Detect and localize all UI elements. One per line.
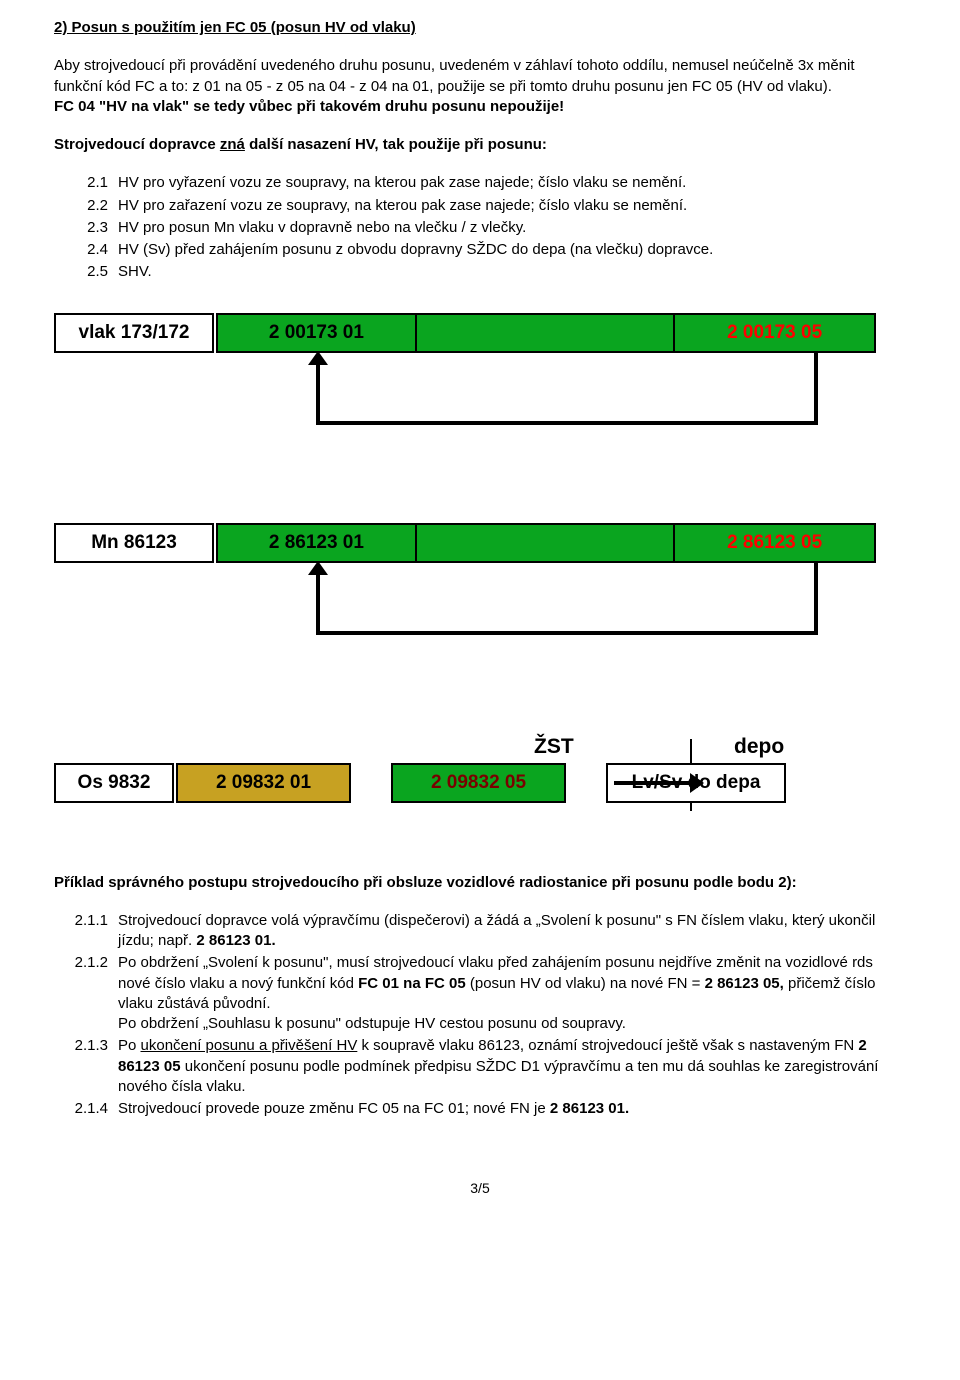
paragraph: Aby strojvedoucí při provádění uvedeného… [54, 56, 906, 117]
list-text: SHV. [118, 262, 906, 282]
arrow-head-icon [308, 351, 328, 365]
diagram-row-3: ŽST depo Os 9832 2 09832 012 09832 05Lv/… [54, 733, 906, 833]
list-number: 2.2 [54, 196, 118, 216]
text: Strojvedoucí provede pouze změnu FC 05 n… [118, 1100, 550, 1117]
track-segment [417, 525, 675, 561]
track-segment: 2 09832 01 [176, 763, 351, 803]
arrow-line [316, 631, 818, 635]
arrow-line [316, 571, 320, 635]
text: FC 01 na FC 05 [358, 975, 466, 992]
text: Aby strojvedoucí při provádění uvedeného… [54, 57, 855, 94]
track-bar: 2 86123 01 2 86123 05 [216, 523, 876, 563]
numbered-list: 2.1HV pro vyřazení vozu ze soupravy, na … [54, 173, 906, 282]
list-number: 2.1 [54, 173, 118, 193]
list-item: 2.2HV pro zařazení vozu ze soupravy, na … [54, 196, 906, 216]
text: Strojvedoucí dopravce [54, 136, 220, 153]
text: Po [118, 1037, 141, 1054]
track-bar: 2 00173 01 2 00173 05 [216, 313, 876, 353]
numbered-list: 2.1.1Strojvedoucí dopravce volá výpravčí… [54, 911, 906, 1120]
label-depo: depo [734, 733, 784, 761]
arrow-line [316, 361, 320, 425]
train-label-box: Mn 86123 [54, 523, 214, 563]
list-item: 2.1.1Strojvedoucí dopravce volá výpravčí… [54, 911, 906, 952]
text: (posun HV od vlaku) na nové FN = [466, 975, 705, 992]
diagram-row-1: vlak 173/172 2 00173 01 2 00173 05 [54, 313, 906, 513]
list-text: HV pro posun Mn vlaku v dopravně nebo na… [118, 218, 906, 238]
list-item: 2.1.2Po obdržení „Svolení k posunu", mus… [54, 953, 906, 1034]
diagrams-container: vlak 173/172 2 00173 01 2 00173 05 Mn 861… [54, 313, 906, 833]
example-heading: Příklad správného postupu strojvedoucího… [54, 873, 906, 893]
label-zst: ŽST [534, 733, 574, 761]
list-text: Strojvedoucí dopravce volá výpravčímu (d… [118, 911, 906, 952]
paragraph: Strojvedoucí dopravce zná další nasazení… [54, 135, 906, 155]
track-bar: 2 09832 012 09832 05Lv/Sv do depa [176, 763, 876, 803]
list-text: HV (Sv) před zahájením posunu z obvodu d… [118, 240, 906, 260]
list-item: 2.1HV pro vyřazení vozu ze soupravy, na … [54, 173, 906, 193]
arrow-line [814, 353, 818, 425]
track-segment: 2 09832 05 [391, 763, 566, 803]
text: k soupravě vlaku 86123, oznámí strojvedo… [357, 1037, 858, 1054]
list-number: 2.1.3 [54, 1036, 118, 1097]
list-text: HV pro zařazení vozu ze soupravy, na kte… [118, 196, 906, 216]
train-label-box: vlak 173/172 [54, 313, 214, 353]
track-segment: 2 86123 01 [218, 525, 417, 561]
list-number: 2.1.4 [54, 1099, 118, 1119]
train-label-box: Os 9832 [54, 763, 174, 803]
diagram-row-2: Mn 86123 2 86123 01 2 86123 05 [54, 523, 906, 723]
list-text: Strojvedoucí provede pouze změnu FC 05 n… [118, 1099, 906, 1119]
list-item: 2.1.3Po ukončení posunu a přivěšení HV k… [54, 1036, 906, 1097]
text: 2 86123 01. [550, 1100, 629, 1117]
arrow-line [316, 421, 818, 425]
track-segment: 2 00173 05 [675, 315, 874, 351]
text: ukončení posunu a přivěšení HV [141, 1037, 358, 1054]
list-text: HV pro vyřazení vozu ze soupravy, na kte… [118, 173, 906, 193]
text: další nasazení HV, tak použije při posun… [245, 136, 547, 153]
arrow-head-icon [308, 561, 328, 575]
list-number: 2.3 [54, 218, 118, 238]
section-heading: 2) Posun s použitím jen FC 05 (posun HV … [54, 18, 906, 38]
text: ukončení posunu podle podmínek předpisu … [118, 1058, 878, 1095]
list-number: 2.5 [54, 262, 118, 282]
list-item: 2.4HV (Sv) před zahájením posunu z obvod… [54, 240, 906, 260]
text: 2 86123 01. [196, 932, 275, 949]
track-segment: 2 00173 01 [218, 315, 417, 351]
list-item: 2.1.4Strojvedoucí provede pouze změnu FC… [54, 1099, 906, 1119]
list-item: 2.3HV pro posun Mn vlaku v dopravně nebo… [54, 218, 906, 238]
underlined-text: zná [220, 136, 245, 153]
list-number: 2.4 [54, 240, 118, 260]
list-number: 2.1.1 [54, 911, 118, 952]
list-text: Po ukončení posunu a přivěšení HV k soup… [118, 1036, 906, 1097]
text: 2 86123 05, [705, 975, 784, 992]
list-item: 2.5SHV. [54, 262, 906, 282]
arrow-line [814, 563, 818, 635]
arrow-line [614, 781, 692, 785]
list-number: 2.1.2 [54, 953, 118, 1034]
list-text: Po obdržení „Svolení k posunu", musí str… [118, 953, 906, 1034]
track-segment: 2 86123 05 [675, 525, 874, 561]
track-segment [417, 315, 675, 351]
bold-text: FC 04 "HV na vlak" se tedy vůbec při tak… [54, 98, 564, 115]
arrow-head-icon [690, 773, 704, 793]
page-footer: 3/5 [54, 1179, 906, 1198]
